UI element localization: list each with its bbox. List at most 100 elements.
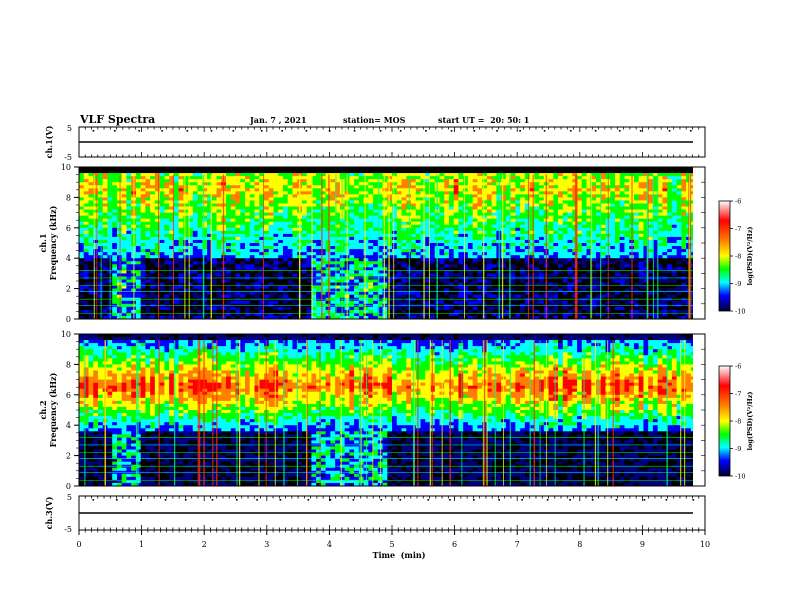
- spectrogram-cell: [249, 203, 255, 207]
- spectrogram-cell: [112, 221, 118, 226]
- spectrogram-cell: [373, 185, 379, 189]
- spectrogram-cell: [83, 176, 89, 180]
- spectrogram-cell: [226, 233, 232, 238]
- spectrogram-cell: [477, 243, 483, 247]
- spectrogram-cell: [477, 291, 483, 295]
- spectrogram-cell: [306, 170, 312, 174]
- spectrogram-cell: [368, 176, 374, 180]
- spectrogram-cell: [354, 291, 360, 295]
- spectrogram-cell: [505, 203, 511, 207]
- spectrogram-cell: [169, 273, 175, 277]
- spectrogram-cell: [254, 209, 260, 213]
- spectrogram-cell: [453, 279, 459, 283]
- spectrogram-cell: [306, 194, 312, 198]
- spectrogram-cell: [382, 243, 388, 247]
- spectrogram-cell: [524, 288, 530, 292]
- spectrogram-cell: [520, 261, 526, 265]
- spectrogram-cell: [444, 261, 450, 265]
- spectrogram-cell: [240, 261, 246, 265]
- spectrogram-cell: [121, 209, 127, 213]
- spectrogram-cell: [354, 249, 360, 253]
- spectrogram-cell: [211, 282, 217, 286]
- spectrogram-cell: [491, 200, 497, 204]
- spectrogram-cell: [93, 267, 99, 271]
- spectrogram-cell: [97, 243, 104, 247]
- spectrogram-cell: [230, 182, 236, 186]
- spectrogram-cell: [154, 221, 160, 226]
- spectrogram-cell: [268, 279, 274, 283]
- spectrogram-cell: [287, 188, 293, 192]
- spectrogram-cell: [245, 249, 251, 253]
- spectrogram-cell: [368, 288, 374, 292]
- spectrogram-cell: [491, 243, 497, 247]
- spectrogram-cell: [235, 170, 241, 174]
- spectrogram-cell: [472, 206, 478, 210]
- spectrogram-cell: [259, 194, 265, 198]
- spectrogram-cell: [401, 239, 407, 244]
- spectrogram-cell: [325, 170, 331, 174]
- spectrogram-cell: [316, 200, 322, 204]
- spectrogram-cell: [482, 258, 488, 262]
- waveform-marker: [618, 130, 621, 132]
- spectrogram-cell: [254, 261, 260, 265]
- spectrogram-cell: [486, 236, 492, 241]
- spectrogram-cell: [97, 176, 104, 180]
- spectrogram-cell: [311, 258, 317, 262]
- spectrogram-cell: [188, 179, 194, 183]
- spectrogram-cell: [164, 179, 170, 183]
- spectrogram-cell: [230, 270, 236, 274]
- spectrogram-cell: [164, 267, 170, 271]
- spectrogram-cell: [268, 243, 274, 247]
- spectrogram-cell: [216, 233, 222, 238]
- spectrogram-cell: [306, 197, 312, 201]
- spectrogram-cell: [415, 182, 421, 186]
- spectrogram-cell: [126, 173, 132, 177]
- spectrogram-cell: [382, 239, 388, 244]
- spectrogram-cell: [401, 252, 407, 256]
- spectrogram-cell: [126, 212, 132, 216]
- spectrogram-cell: [482, 188, 488, 192]
- spectrogram-cell: [169, 206, 175, 210]
- spectrogram-cell: [150, 185, 156, 189]
- spectrogram-cell: [292, 279, 298, 283]
- spectrogram-cell: [116, 170, 122, 174]
- spectrogram-cell: [406, 215, 412, 219]
- spectrogram-cell: [112, 188, 118, 192]
- spectrogram-cell: [135, 218, 141, 223]
- spectrogram-cell: [249, 264, 255, 268]
- spectrogram-cell: [183, 224, 189, 229]
- spectrogram-cell: [287, 194, 293, 198]
- spectrogram-cell: [401, 282, 407, 286]
- spectrogram-cell: [477, 294, 483, 299]
- spectrogram-cell: [306, 264, 312, 268]
- spectrogram-cell: [121, 270, 127, 274]
- spectrogram-cell: [453, 273, 459, 277]
- spectrogram-cell: [273, 203, 279, 207]
- spectrogram-cell: [387, 191, 393, 195]
- spectrogram-cell: [520, 176, 526, 180]
- spectrogram-cell: [415, 230, 421, 235]
- spectrogram-cell: [377, 236, 383, 241]
- spectrogram-cell: [240, 309, 246, 314]
- spectrogram-cell: [178, 267, 184, 271]
- spectrogram-cell: [415, 215, 421, 219]
- spectrogram-cell: [140, 249, 146, 253]
- spectrogram-cell: [368, 209, 374, 213]
- spectrogram-cell: [311, 233, 317, 238]
- spectrogram-cell: [505, 258, 511, 262]
- spectrogram-cell: [287, 291, 293, 295]
- spectrogram-cell: [282, 176, 288, 180]
- spectrogram-cell: [325, 236, 331, 241]
- spectrogram-cell: [79, 221, 85, 226]
- spectrogram-cell: [249, 230, 255, 235]
- spectrogram-cell: [363, 264, 369, 268]
- spectrogram-cell: [282, 182, 288, 186]
- spectrogram-cell: [377, 179, 383, 183]
- spectrogram-cell: [150, 206, 156, 210]
- spectrogram-cell: [425, 273, 431, 277]
- spectrogram-cell: [311, 206, 317, 210]
- spectrogram-cell: [382, 258, 388, 262]
- spectrogram-cell: [116, 212, 122, 216]
- spectrogram-cell: [411, 294, 417, 299]
- spectrogram-cell: [164, 288, 170, 292]
